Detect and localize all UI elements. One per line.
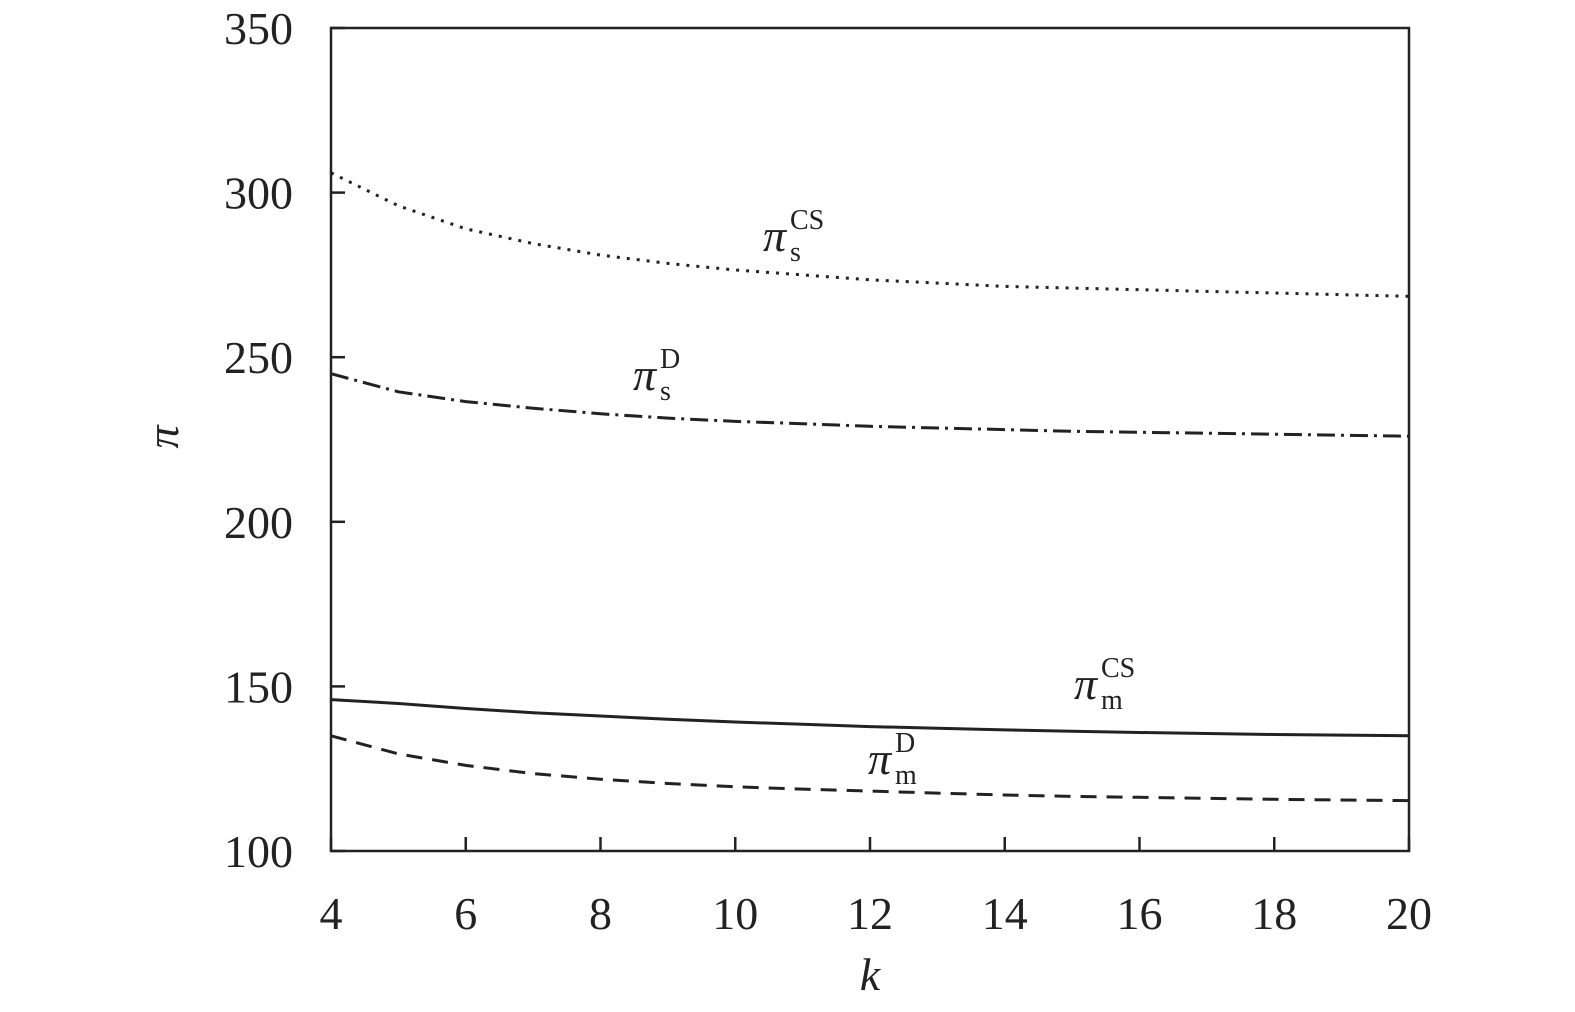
annotation-base: π [633,349,658,400]
series-line [330,734,1410,803]
y-tick-label: 300 [224,168,293,219]
y-tick-label: 150 [224,661,293,712]
x-tick-label: 8 [589,888,612,939]
series-line [330,698,1410,738]
x-tick-label: 16 [1117,888,1163,939]
annotation-superscript: D [895,728,915,759]
annotation-subscript: s [790,237,801,268]
series-annotation: π Ds [633,344,680,407]
y-axis-title: π [137,424,188,449]
y-tick-label: 350 [224,3,293,54]
series-annotation: π Dm [868,728,917,791]
y-tick-label: 100 [224,826,293,877]
series-layer [330,171,1410,803]
x-tick-label: 14 [982,888,1028,939]
annotation-superscript: CS [790,205,824,236]
annotation-base: π [868,733,893,784]
x-tick-label: 20 [1386,888,1432,939]
annotation-base: π [763,210,788,261]
x-tick-label: 4 [320,888,343,939]
annotation-superscript: D [660,344,680,375]
y-tick-label: 250 [224,332,293,383]
x-axis-ticks: 4 6 8 10 12 14 16 18 20 [320,837,1432,939]
annotation-subscript: s [660,376,671,407]
series-line [330,372,1410,438]
x-axis-title: k [860,949,882,1000]
annotation-base: π [1074,658,1099,709]
y-axis-ticks: 100 150 200 250 300 350 [224,3,345,877]
y-tick-label: 200 [224,497,293,548]
x-tick-label: 18 [1251,888,1297,939]
annotation-subscript: m [1101,685,1123,716]
x-tick-label: 12 [847,888,893,939]
series-annotation: π CSm [1074,653,1135,716]
annotation-superscript: CS [1101,653,1135,684]
series-annotation: π CSs [763,205,824,268]
x-tick-label: 10 [712,888,758,939]
series-line [330,171,1410,298]
annotation-subscript: m [895,760,917,791]
x-tick-label: 6 [454,888,477,939]
